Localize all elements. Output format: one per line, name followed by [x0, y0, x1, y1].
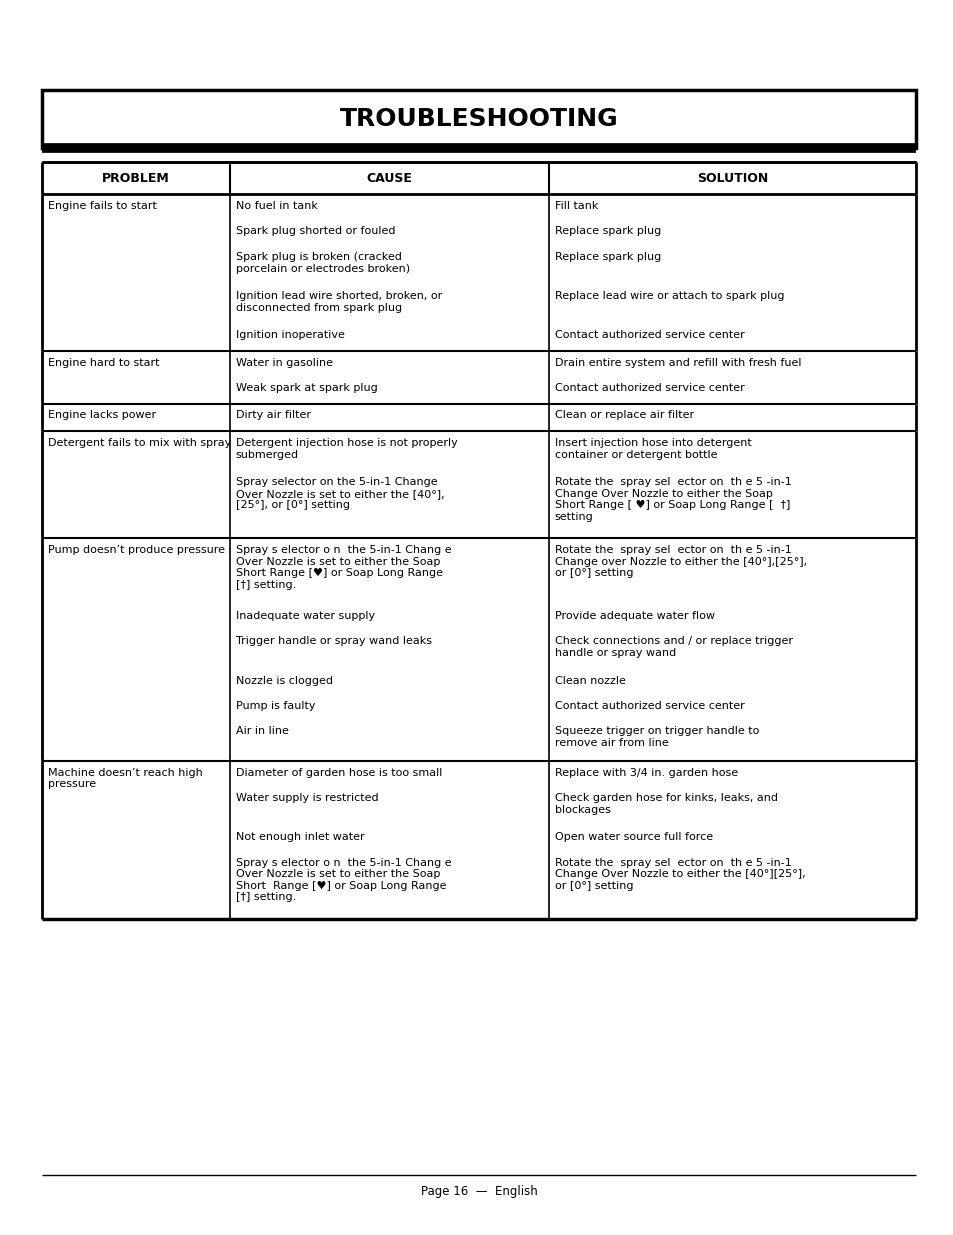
Text: Replace with 3/4 in. garden hose: Replace with 3/4 in. garden hose — [555, 767, 738, 778]
Text: TROUBLESHOOTING: TROUBLESHOOTING — [339, 107, 618, 131]
Text: Replace spark plug: Replace spark plug — [555, 252, 660, 262]
Bar — [42, 90, 915, 148]
Text: Trigger handle or spray wand leaks: Trigger handle or spray wand leaks — [235, 636, 432, 646]
Text: Rotate the  spray sel  ector on  th e 5 -in-1
Change Over Nozzle to either the [: Rotate the spray sel ector on th e 5 -in… — [555, 857, 804, 890]
Text: Dirty air filter: Dirty air filter — [235, 410, 311, 420]
Text: Contact authorized service center: Contact authorized service center — [555, 330, 744, 340]
Text: Replace spark plug: Replace spark plug — [555, 226, 660, 236]
Text: No fuel in tank: No fuel in tank — [235, 201, 317, 211]
Text: Air in line: Air in line — [235, 726, 289, 736]
Text: Detergent fails to mix with spray: Detergent fails to mix with spray — [48, 438, 231, 448]
Text: Weak spark at spark plug: Weak spark at spark plug — [235, 383, 377, 393]
Text: Clean nozzle: Clean nozzle — [555, 676, 625, 685]
Text: PROBLEM: PROBLEM — [102, 172, 170, 184]
Text: Not enough inlet water: Not enough inlet water — [235, 832, 364, 842]
Text: Drain entire system and refill with fresh fuel: Drain entire system and refill with fres… — [555, 357, 801, 368]
Text: Water in gasoline: Water in gasoline — [235, 357, 333, 368]
Text: Insert injection hose into detergent
container or detergent bottle: Insert injection hose into detergent con… — [555, 438, 751, 459]
Text: Spray s elector o n  the 5-in-1 Chang e
Over Nozzle is set to either the Soap
Sh: Spray s elector o n the 5-in-1 Chang e O… — [235, 545, 451, 590]
Text: Replace lead wire or attach to spark plug: Replace lead wire or attach to spark plu… — [555, 291, 783, 301]
Text: Squeeze trigger on trigger handle to
remove air from line: Squeeze trigger on trigger handle to rem… — [555, 726, 759, 748]
Text: SOLUTION: SOLUTION — [696, 172, 767, 184]
Text: Nozzle is clogged: Nozzle is clogged — [235, 676, 333, 685]
Text: Check garden hose for kinks, leaks, and
blockages: Check garden hose for kinks, leaks, and … — [555, 793, 777, 815]
Text: Fill tank: Fill tank — [555, 201, 598, 211]
Text: Engine fails to start: Engine fails to start — [48, 201, 156, 211]
Text: Spray selector on the 5-in-1 Change
Over Nozzle is set to either the [40°],
[25°: Spray selector on the 5-in-1 Change Over… — [235, 477, 444, 510]
Text: Pump doesn’t produce pressure: Pump doesn’t produce pressure — [48, 545, 225, 555]
Text: Water supply is restricted: Water supply is restricted — [235, 793, 378, 803]
Text: Engine lacks power: Engine lacks power — [48, 410, 156, 420]
Text: CAUSE: CAUSE — [366, 172, 412, 184]
Text: Pump is faulty: Pump is faulty — [235, 701, 315, 711]
Text: Spark plug shorted or fouled: Spark plug shorted or fouled — [235, 226, 395, 236]
Text: Detergent injection hose is not properly
submerged: Detergent injection hose is not properly… — [235, 438, 457, 459]
Text: Open water source full force: Open water source full force — [555, 832, 712, 842]
Text: Inadequate water supply: Inadequate water supply — [235, 611, 375, 621]
Text: Contact authorized service center: Contact authorized service center — [555, 383, 744, 393]
Text: Diameter of garden hose is too small: Diameter of garden hose is too small — [235, 767, 442, 778]
Text: Provide adequate water flow: Provide adequate water flow — [555, 611, 714, 621]
Text: Engine hard to start: Engine hard to start — [48, 357, 159, 368]
Text: Rotate the  spray sel  ector on  th e 5 -in-1
Change over Nozzle to either the [: Rotate the spray sel ector on th e 5 -in… — [555, 545, 806, 578]
Text: Clean or replace air filter: Clean or replace air filter — [555, 410, 694, 420]
Text: Check connections and / or replace trigger
handle or spray wand: Check connections and / or replace trigg… — [555, 636, 792, 658]
Text: Rotate the  spray sel  ector on  th e 5 -in-1
Change Over Nozzle to either the S: Rotate the spray sel ector on th e 5 -in… — [555, 477, 791, 522]
Text: Ignition inoperative: Ignition inoperative — [235, 330, 344, 340]
Text: Spray s elector o n  the 5-in-1 Chang e
Over Nozzle is set to either the Soap
Sh: Spray s elector o n the 5-in-1 Chang e O… — [235, 857, 451, 903]
Text: Contact authorized service center: Contact authorized service center — [555, 701, 744, 711]
Text: Page 16  —  English: Page 16 — English — [420, 1186, 537, 1198]
Text: Machine doesn’t reach high
pressure: Machine doesn’t reach high pressure — [48, 767, 203, 789]
Text: Spark plug is broken (cracked
porcelain or electrodes broken): Spark plug is broken (cracked porcelain … — [235, 252, 410, 274]
Text: Ignition lead wire shorted, broken, or
disconnected from spark plug: Ignition lead wire shorted, broken, or d… — [235, 291, 441, 312]
